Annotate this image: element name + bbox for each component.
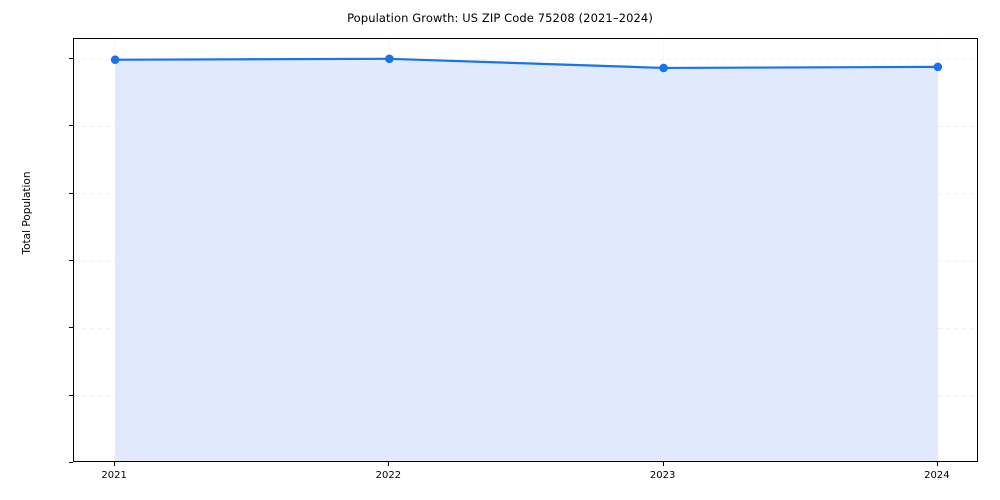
data-line [114,57,939,70]
data-point-marker [110,55,120,65]
x-tick-label: 2022 [375,470,402,481]
x-tick-mark [936,462,938,466]
data-point-marker [385,54,394,64]
x-tick-mark [662,462,664,466]
x-tick-label: 2023 [649,470,676,481]
x-tick-label: 2024 [924,470,950,481]
data-point-marker [933,62,943,72]
y-tick-mark [69,462,73,463]
x-tick-mark [114,462,116,466]
x-tick-label: 2021 [101,470,127,481]
plot-area [73,38,978,462]
data-markers [110,54,943,73]
chart-svg [74,39,977,461]
area-fill [115,58,938,461]
x-tick-mark [388,462,390,466]
chart-title: Population Growth: US ZIP Code 75208 (20… [347,11,653,25]
data-point-marker [659,63,668,73]
y-axis-label: Total Population [21,171,33,255]
